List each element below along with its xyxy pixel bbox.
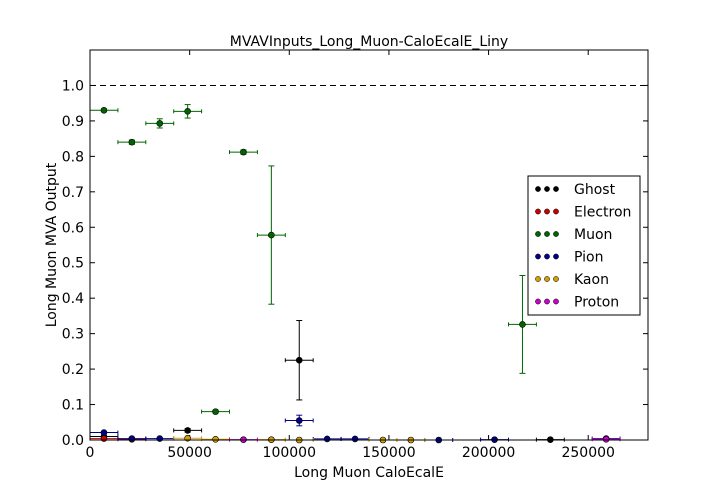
y-tick-label: 0.2 <box>62 362 84 378</box>
data-point <box>295 356 303 364</box>
legend-item-kaon: Kaon <box>535 272 609 288</box>
legend-marker <box>553 298 559 305</box>
y-tick-label: 0.0 <box>62 433 84 449</box>
data-point <box>100 435 108 442</box>
x-tick-label: 100000 <box>263 445 316 461</box>
legend-marker <box>553 276 559 282</box>
legend-label: Proton <box>574 295 619 311</box>
legend-marker <box>544 298 550 305</box>
data-point <box>184 108 191 115</box>
legend-marker <box>553 253 559 260</box>
legend-marker <box>544 231 550 237</box>
data-point <box>156 435 164 442</box>
y-tick-label: 0.5 <box>62 256 84 272</box>
legend-marker <box>544 276 550 282</box>
data-point <box>602 435 610 443</box>
y-tick-label: 0.8 <box>62 149 84 165</box>
legend-marker <box>535 298 541 305</box>
series-muon <box>89 104 537 415</box>
legend-item-electron: Electron <box>535 205 631 221</box>
legend-item-ghost: Ghost <box>535 182 616 198</box>
data-point <box>156 120 164 127</box>
y-tick-label: 0.9 <box>62 114 84 130</box>
data-point <box>212 408 219 415</box>
x-tick-label: 250000 <box>561 445 614 461</box>
legend-marker <box>544 208 550 215</box>
legend-marker <box>535 208 541 215</box>
y-tick-label: 0.3 <box>62 327 84 343</box>
data-point <box>295 417 303 424</box>
legend-marker <box>553 186 559 192</box>
y-axis-title: Long Muon MVA Output <box>44 162 60 327</box>
x-tick-label: 50000 <box>167 445 212 461</box>
plot-frame <box>89 49 649 441</box>
legend-label: Muon <box>574 227 612 243</box>
y-tick-label: 1.0 <box>62 78 84 94</box>
data-point <box>100 429 108 436</box>
data-point <box>212 435 219 443</box>
data-point <box>268 231 275 239</box>
legend-marker <box>535 231 541 237</box>
legend-marker <box>535 186 541 192</box>
chart-title: MVAVInputs_Long_Muon-CaloEcalE_Liny <box>230 34 508 50</box>
legend-marker <box>553 208 559 215</box>
x-tick-label: 200000 <box>462 445 515 461</box>
x-axis-title: Long Muon CaloEcalE <box>294 465 444 481</box>
data-point <box>100 106 108 114</box>
data-point <box>240 148 247 156</box>
data-point <box>519 321 526 328</box>
legend-label: Pion <box>574 250 603 266</box>
legend-marker <box>544 253 550 260</box>
y-tick-label: 0.7 <box>62 185 84 201</box>
data-point <box>128 435 136 442</box>
data-point <box>323 435 331 443</box>
legend-marker <box>544 186 550 192</box>
data-point <box>128 138 136 146</box>
y-tick-label: 0.6 <box>62 220 84 236</box>
y-tick-label: 0.1 <box>62 398 84 414</box>
legend-item-proton: Proton <box>535 295 619 311</box>
legend-label: Ghost <box>574 182 616 198</box>
data-point <box>351 435 359 443</box>
legend-marker <box>553 231 559 237</box>
legend-item-pion: Pion <box>535 250 603 266</box>
legend-box <box>527 175 641 316</box>
x-tick-label: 0 <box>86 445 95 461</box>
legend-label: Electron <box>574 205 631 221</box>
x-tick-label: 150000 <box>362 445 415 461</box>
legend-item-muon: Muon <box>535 227 612 243</box>
y-tick-label: 0.4 <box>62 291 84 307</box>
data-point <box>184 427 191 434</box>
legend-marker <box>535 253 541 260</box>
legend: Ghost Electron Muon Pion Kaon Proton <box>527 175 641 316</box>
legend-marker <box>535 276 541 282</box>
legend-label: Kaon <box>574 272 609 288</box>
